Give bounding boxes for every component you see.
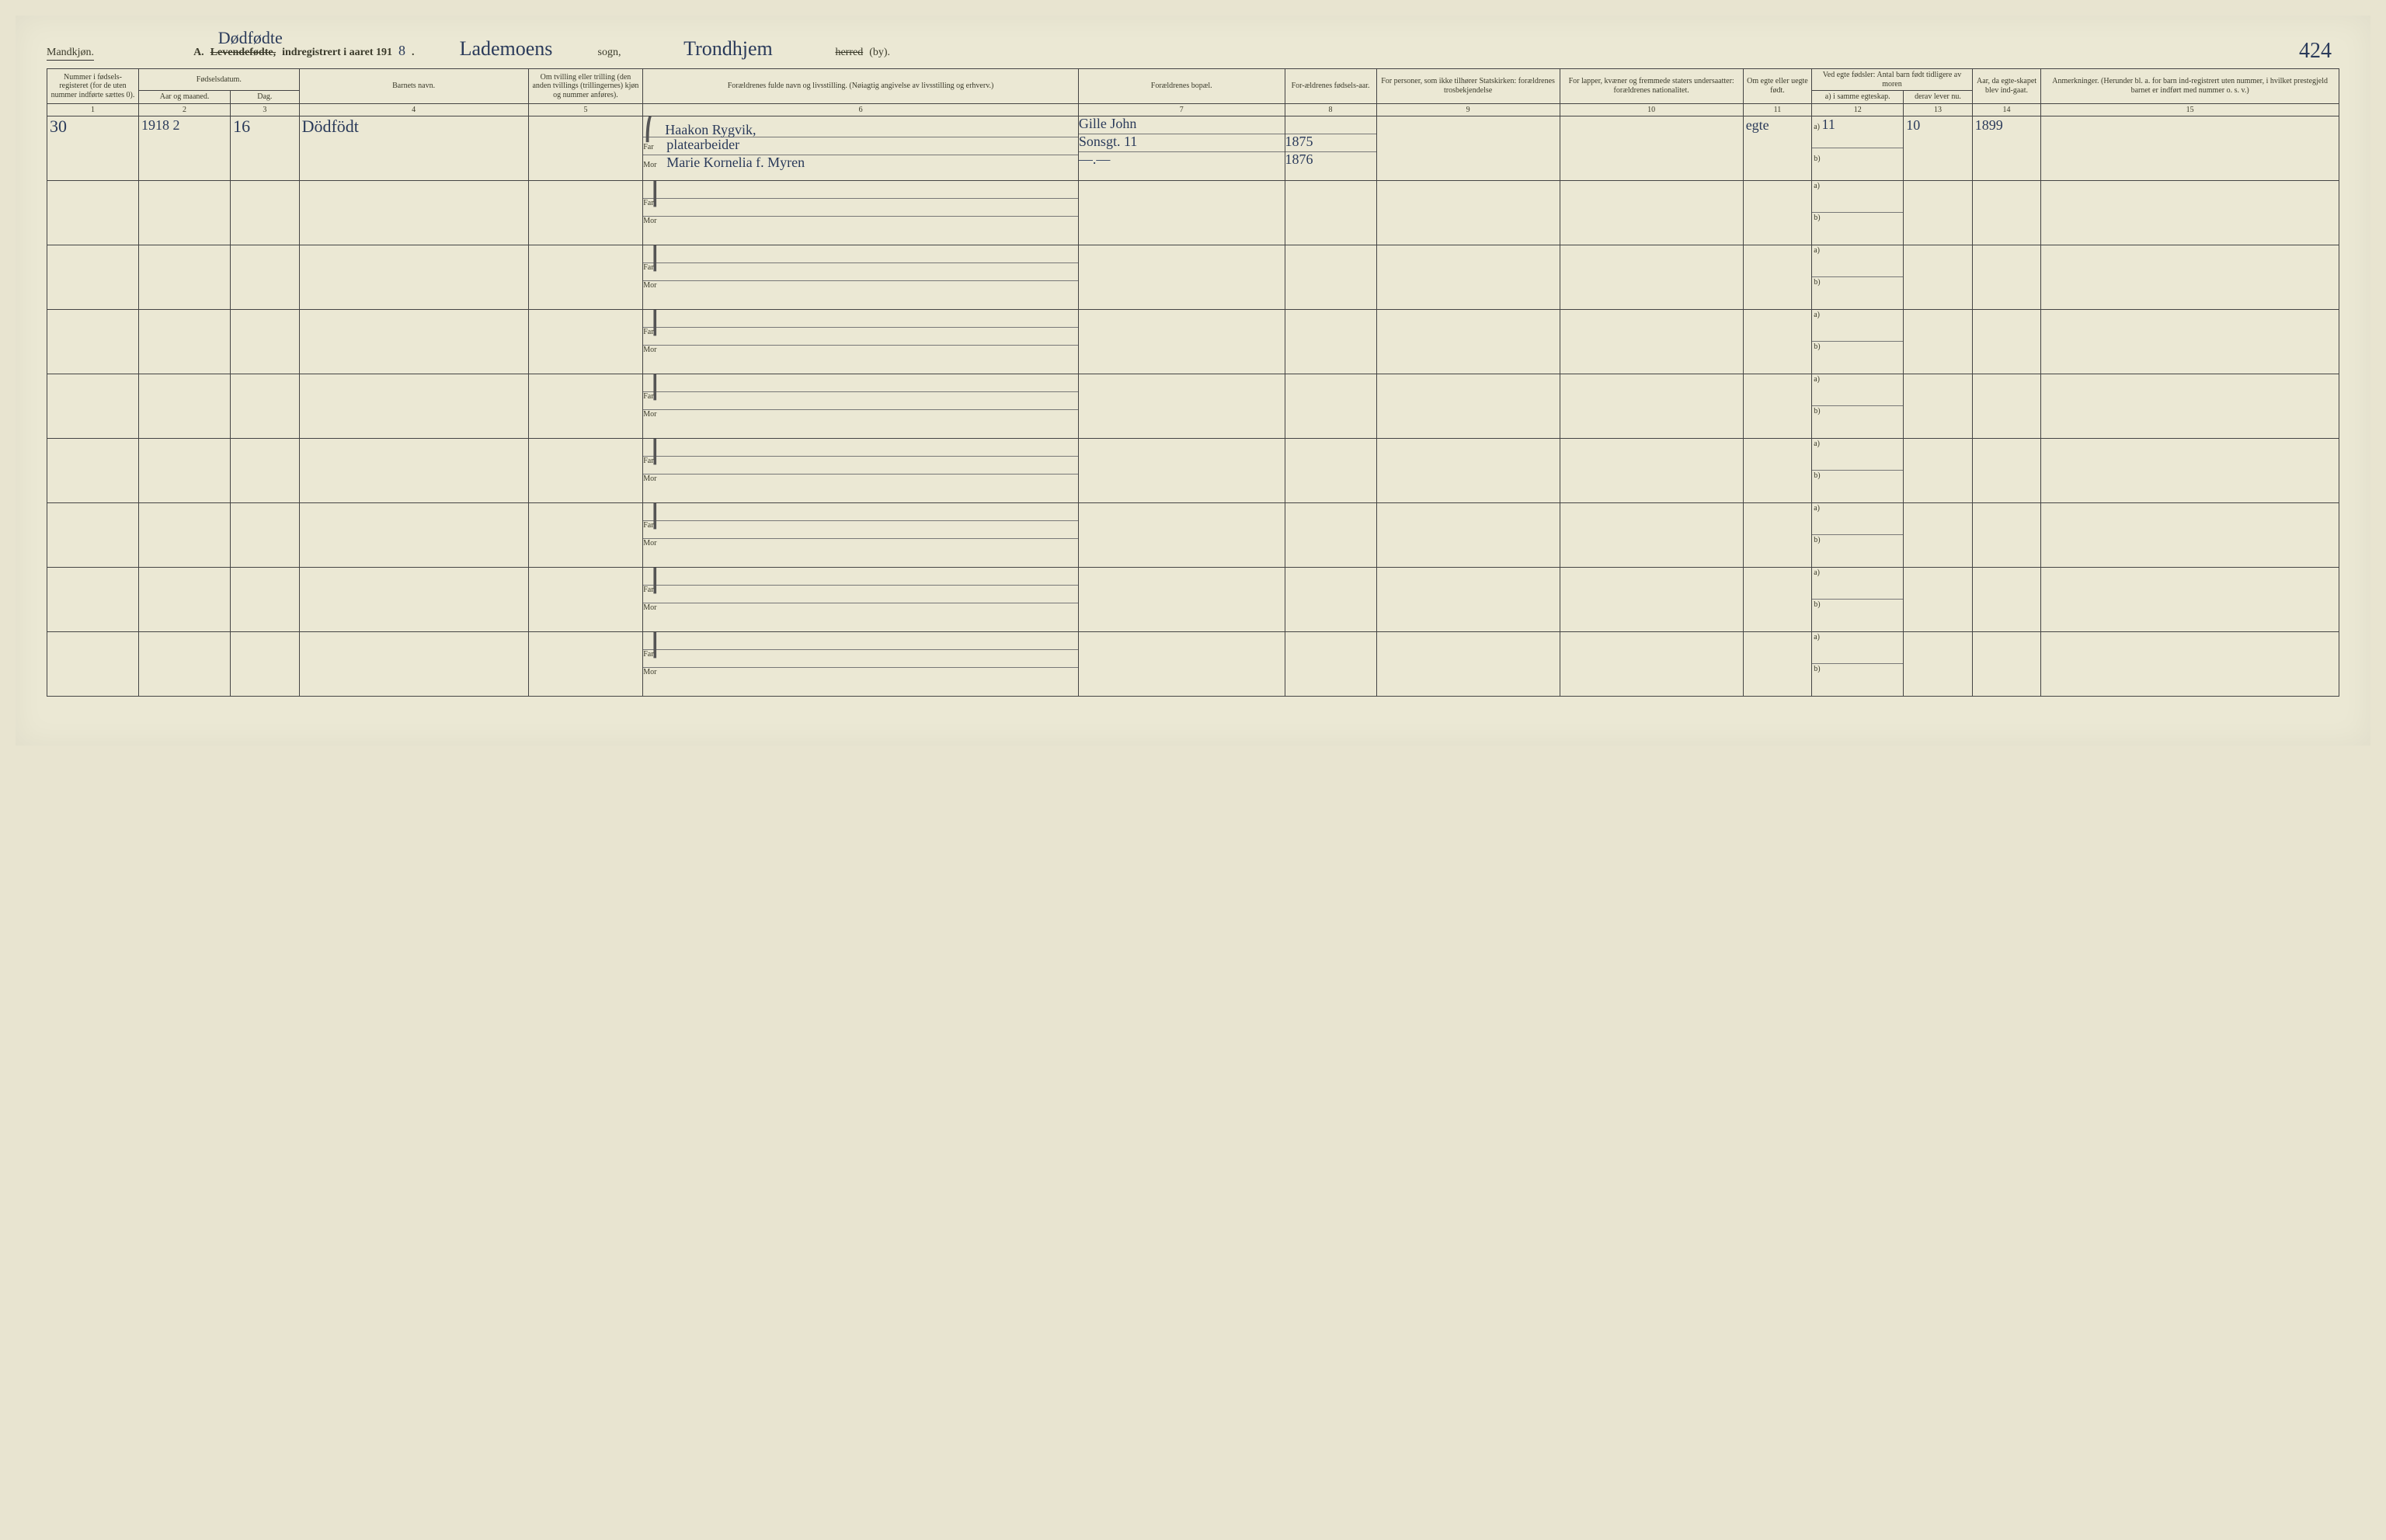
col-2a-header: Aar og maaned. bbox=[139, 91, 231, 104]
colnum-1: 1 bbox=[47, 103, 139, 116]
header-line: Mandkjøn. A. Dødfødte Levendefødte, indr… bbox=[47, 39, 2339, 61]
entry-far-birth: 1875 bbox=[1285, 134, 1313, 148]
entry-mor: Marie Kornelia f. Myren bbox=[666, 155, 805, 169]
colnum-2: 2 bbox=[139, 103, 231, 116]
title-struck: Levendefødte, bbox=[210, 47, 276, 58]
col-14-header: Aar, da egte-skapet blev ind-gaat. bbox=[1972, 69, 2041, 104]
blank-row: ⎧FarMora)b) bbox=[47, 567, 2339, 631]
gender-label: Mandkjøn. bbox=[47, 47, 94, 61]
label-sogn: sogn, bbox=[598, 47, 621, 59]
entry-parents-top: Haakon Rygvik, bbox=[665, 123, 756, 137]
colnum-12: 12 bbox=[1812, 103, 1904, 116]
register-page: 424 Mandkjøn. A. Dødfødte Levendefødte, … bbox=[16, 16, 2370, 746]
blank-row: ⎧FarMora)b) bbox=[47, 631, 2339, 696]
far-label: Far bbox=[643, 143, 662, 151]
entry-child-name: Dödfödt bbox=[302, 116, 359, 136]
col-9-header: For personer, som ikke tilhører Statskir… bbox=[1376, 69, 1560, 104]
table-head: Nummer i fødsels-registeret (for de uten… bbox=[47, 69, 2339, 116]
col-5-header: Om tvilling eller trilling (den anden tv… bbox=[528, 69, 643, 104]
entry-number: 30 bbox=[50, 116, 67, 136]
title-handwritten-above: Dødfødte bbox=[218, 30, 283, 47]
table-body: 30 1918 2 16 Dödfödt ⎛ Haakon Rygvik, Fa… bbox=[47, 116, 2339, 696]
entry-c12a: 11 bbox=[1821, 116, 1835, 132]
colnum-5: 5 bbox=[528, 103, 643, 116]
district-name: Trondhjem bbox=[627, 39, 829, 60]
col-12-13-top: Ved egte fødsler: Antal barn født tidlig… bbox=[1812, 69, 1973, 91]
colnum-10: 10 bbox=[1560, 103, 1743, 116]
colnum-7: 7 bbox=[1078, 103, 1285, 116]
colnum-4: 4 bbox=[299, 103, 528, 116]
colnum-3: 3 bbox=[231, 103, 300, 116]
register-table: Nummer i fødsels-registeret (for de uten… bbox=[47, 68, 2339, 697]
entry-far: platearbeider bbox=[666, 137, 739, 151]
col-15-header: Anmerkninger. (Herunder bl. a. for barn … bbox=[2041, 69, 2339, 104]
entry-residence-top: Gille John bbox=[1079, 116, 1137, 130]
col-4-header: Barnets navn. bbox=[299, 69, 528, 104]
ab-b-label: b) bbox=[1814, 155, 1820, 163]
colnum-14: 14 bbox=[1972, 103, 2041, 116]
entry-mor-birth: 1876 bbox=[1285, 152, 1313, 166]
entry-day: 16 bbox=[233, 116, 250, 136]
col-11-header: Om egte eller uegte født. bbox=[1743, 69, 1812, 104]
title-rest: indregistrert i aaret 191 bbox=[282, 47, 392, 59]
colnum-13: 13 bbox=[1904, 103, 1973, 116]
col-7-header: Forældrenes bopæl. bbox=[1078, 69, 1285, 104]
brace-icon: ⎛ bbox=[643, 116, 660, 132]
form-prefix: A. bbox=[193, 47, 204, 59]
entry-twin bbox=[528, 116, 643, 180]
colnum-11: 11 bbox=[1743, 103, 1812, 116]
blank-row: ⎧FarMora)b) bbox=[47, 502, 2339, 567]
parish-name: Lademoens bbox=[421, 39, 592, 60]
colnum-8: 8 bbox=[1285, 103, 1376, 116]
blank-row: ⎧FarMora)b) bbox=[47, 180, 2339, 245]
blank-row: ⎧FarMora)b) bbox=[47, 374, 2339, 438]
blank-row: ⎧FarMora)b) bbox=[47, 438, 2339, 502]
entry-residence-mor: —.— bbox=[1079, 152, 1111, 166]
entry-legitimate: egte bbox=[1746, 117, 1769, 133]
page-number: 424 bbox=[2299, 39, 2332, 64]
entry-c13: 10 bbox=[1906, 117, 1920, 133]
ab-a-label: a) bbox=[1814, 123, 1820, 131]
colnum-6: 6 bbox=[643, 103, 1079, 116]
label-by: (by). bbox=[869, 47, 890, 59]
colnum-9: 9 bbox=[1376, 103, 1560, 116]
colnum-15: 15 bbox=[2041, 103, 2339, 116]
entry-nationality bbox=[1560, 116, 1743, 180]
col-1-header: Nummer i fødsels-registeret (for de uten… bbox=[47, 69, 139, 104]
mor-label: Mor bbox=[643, 161, 662, 169]
col-6-header: Forældrenes fulde navn og livsstilling. … bbox=[643, 69, 1079, 104]
entry-c14: 1899 bbox=[1975, 117, 2003, 133]
col-8-header: For-ældrenes fødsels-aar. bbox=[1285, 69, 1376, 104]
entry-row: 30 1918 2 16 Dödfödt ⎛ Haakon Rygvik, Fa… bbox=[47, 116, 2339, 180]
col-10-header: For lapper, kvæner og fremmede staters u… bbox=[1560, 69, 1743, 104]
col-13-header: derav lever nu. bbox=[1904, 91, 1973, 104]
year-suffix: 8 bbox=[398, 43, 405, 57]
entry-religion bbox=[1376, 116, 1560, 180]
col-2-group-header: Fødselsdatum. bbox=[139, 69, 300, 91]
entry-residence: Sonsgt. 11 bbox=[1079, 134, 1137, 148]
blank-row: ⎧FarMora)b) bbox=[47, 245, 2339, 309]
label-herred: herred bbox=[835, 47, 863, 59]
blank-row: ⎧FarMora)b) bbox=[47, 309, 2339, 374]
col-2b-header: Dag. bbox=[231, 91, 300, 104]
col-12a-header: a) i samme egteskap. bbox=[1812, 91, 1904, 104]
entry-year-month: 1918 2 bbox=[141, 117, 180, 133]
entry-remarks bbox=[2041, 116, 2339, 180]
